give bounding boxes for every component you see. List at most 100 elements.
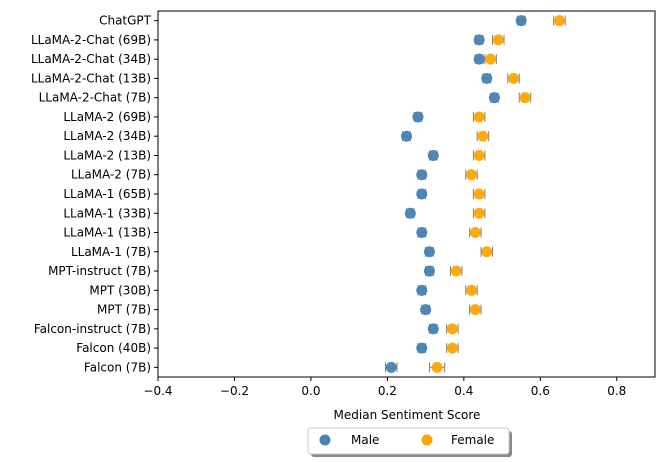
- female-marker: [473, 149, 485, 161]
- female-point: [492, 34, 505, 46]
- male-marker: [423, 246, 435, 258]
- x-tick-label: −0.4: [143, 384, 172, 398]
- y-tick-label: LLaMA-1 (65B): [63, 187, 151, 201]
- female-marker: [465, 169, 477, 181]
- x-tick-label: −0.2: [220, 384, 249, 398]
- female-point: [472, 111, 486, 123]
- x-tick-label: 0.6: [531, 384, 550, 398]
- male-marker: [420, 304, 432, 316]
- male-marker: [385, 361, 397, 373]
- female-point: [484, 53, 497, 65]
- male-point: [384, 361, 398, 373]
- male-point: [416, 227, 428, 239]
- female-marker: [485, 53, 497, 65]
- female-point: [507, 72, 520, 84]
- x-tick-label: 0.4: [454, 384, 473, 398]
- male-point: [515, 15, 527, 27]
- female-marker: [446, 342, 458, 354]
- female-point: [465, 284, 478, 296]
- y-tick-label: LLaMA-2-Chat (34B): [31, 52, 151, 66]
- female-marker: [469, 227, 481, 239]
- female-point: [449, 265, 463, 277]
- female-marker: [492, 34, 504, 46]
- female-marker: [450, 265, 462, 277]
- y-axis: ChatGPT LLaMA-2-Chat (69B) LLaMA-2-Chat (3…: [31, 14, 158, 374]
- y-tick-label: MPT-instruct (7B): [48, 264, 151, 278]
- male-point: [473, 53, 485, 65]
- male-marker: [515, 15, 527, 27]
- male-point: [420, 304, 432, 316]
- male-marker: [423, 265, 435, 277]
- legend-male-label: Male: [351, 433, 379, 447]
- data-marks: [384, 15, 566, 373]
- y-tick-label: LLaMA-2 (7B): [71, 168, 151, 182]
- female-marker: [473, 188, 485, 200]
- legend-male-marker: [319, 434, 331, 446]
- y-tick-label: LLaMA-2-Chat (7B): [39, 91, 151, 105]
- female-point: [469, 227, 482, 239]
- female-marker: [469, 304, 481, 316]
- male-marker: [412, 111, 424, 123]
- male-marker: [427, 149, 439, 161]
- male-point: [427, 323, 439, 335]
- y-tick-label: LLaMA-2 (69B): [63, 110, 151, 124]
- x-tick-label: 0.2: [378, 384, 397, 398]
- male-marker: [416, 227, 428, 239]
- female-point: [428, 361, 446, 373]
- male-marker: [473, 34, 485, 46]
- y-tick-label: Falcon-instruct (7B): [34, 322, 151, 336]
- female-point: [472, 207, 486, 219]
- y-tick-label: MPT (7B): [97, 303, 151, 317]
- male-marker: [416, 284, 428, 296]
- y-tick-label: LLaMA-2-Chat (69B): [31, 33, 151, 47]
- female-point: [480, 246, 494, 258]
- y-tick-label: Falcon (7B): [84, 360, 151, 374]
- female-marker: [473, 207, 485, 219]
- y-tick-label: LLaMA-1 (33B): [63, 206, 151, 220]
- x-axis: −0.4 −0.2 0.0 0.2 0.4 0.6 0.8: [143, 377, 626, 398]
- male-marker: [404, 207, 416, 219]
- male-point: [416, 342, 428, 354]
- legend-box: [307, 427, 510, 455]
- female-marker: [519, 92, 531, 104]
- male-point: [423, 246, 435, 258]
- male-marker: [416, 169, 428, 181]
- x-tick-label: 0.0: [301, 384, 320, 398]
- male-point: [416, 188, 428, 200]
- female-point: [476, 130, 490, 142]
- female-point: [553, 15, 566, 27]
- male-marker: [416, 188, 428, 200]
- female-point: [472, 149, 486, 161]
- y-tick-label: LLaMA-2 (13B): [63, 148, 151, 162]
- male-point: [412, 111, 424, 123]
- female-marker: [477, 130, 489, 142]
- y-tick-label: MPT (30B): [89, 283, 151, 297]
- x-axis-title: Median Sentiment Score: [334, 408, 481, 422]
- female-point: [472, 188, 486, 200]
- female-marker: [465, 284, 477, 296]
- female-marker: [481, 246, 493, 258]
- male-marker: [481, 72, 493, 84]
- legend: Male Female: [307, 427, 512, 457]
- male-point: [488, 92, 500, 104]
- male-marker: [427, 323, 439, 335]
- female-point: [446, 342, 459, 354]
- y-tick-label: LLaMA-2-Chat (13B): [31, 71, 151, 85]
- y-tick-label: Falcon (40B): [76, 341, 151, 355]
- female-marker: [431, 361, 443, 373]
- male-point: [427, 149, 439, 161]
- female-point: [446, 323, 459, 335]
- female-marker: [473, 111, 485, 123]
- male-point: [473, 34, 485, 46]
- y-tick-label: LLaMA-2 (34B): [63, 129, 151, 143]
- plot-frame: [157, 10, 656, 378]
- y-tick-label: ChatGPT: [99, 14, 152, 28]
- male-marker: [416, 342, 428, 354]
- male-point: [404, 207, 416, 219]
- male-marker: [473, 53, 485, 65]
- male-point: [416, 284, 428, 296]
- female-point: [465, 169, 478, 181]
- y-tick-label: LLaMA-1 (7B): [71, 245, 151, 259]
- female-point: [469, 304, 482, 316]
